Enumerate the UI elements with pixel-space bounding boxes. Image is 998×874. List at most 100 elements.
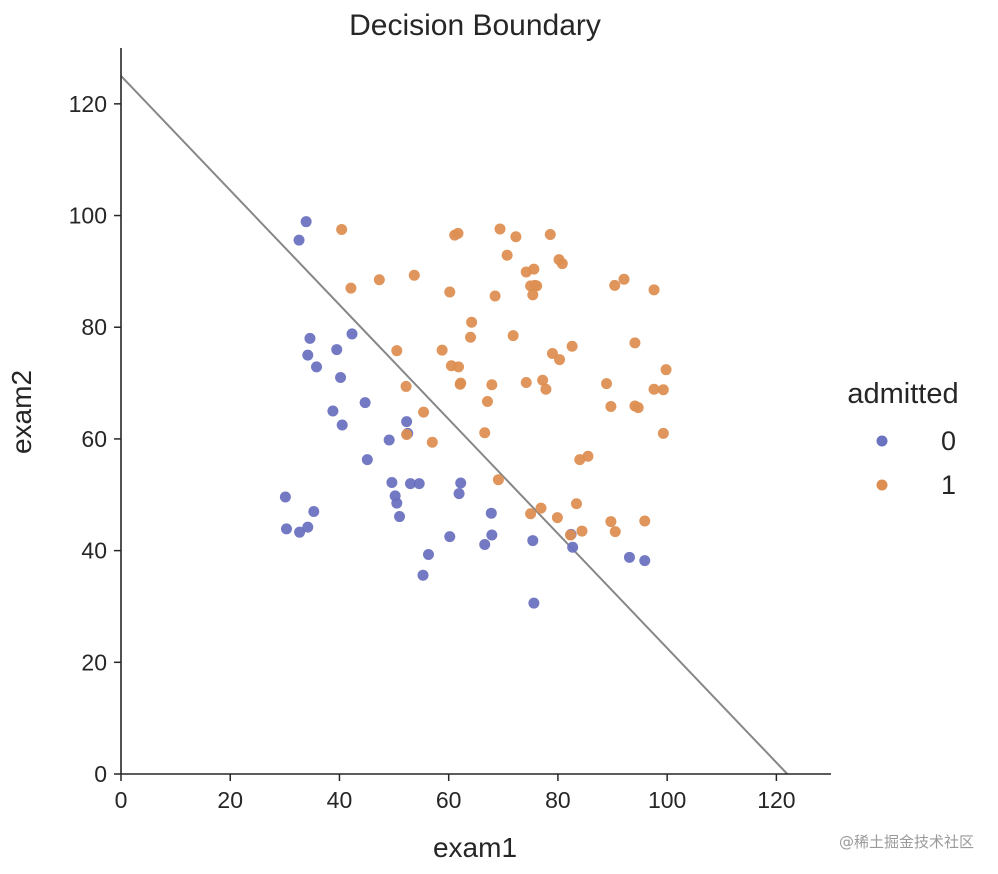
data-point-admitted-1 <box>609 526 621 538</box>
x-tick-label: 120 <box>757 787 795 813</box>
x-tick-label: 40 <box>327 787 353 813</box>
y-tick-label: 120 <box>69 91 107 117</box>
data-point-admitted-1 <box>401 428 413 440</box>
data-point-admitted-0 <box>455 477 467 489</box>
data-point-admitted-1 <box>648 383 660 395</box>
data-point-admitted-0 <box>422 549 434 561</box>
data-point-admitted-1 <box>391 345 403 357</box>
data-point-admitted-0 <box>331 344 343 356</box>
data-point-admitted-0 <box>308 506 320 518</box>
legend-title: admitted <box>847 378 958 410</box>
data-point-admitted-1 <box>525 508 537 520</box>
data-point-admitted-0 <box>346 328 358 340</box>
data-point-admitted-1 <box>566 340 578 352</box>
data-point-admitted-0 <box>389 490 401 502</box>
data-point-admitted-1 <box>486 379 498 391</box>
data-point-admitted-0 <box>623 551 635 563</box>
data-point-admitted-1 <box>551 512 563 524</box>
data-point-admitted-1 <box>657 384 669 396</box>
legend-label-0: 0 <box>941 426 956 456</box>
data-point-admitted-1 <box>648 284 660 296</box>
data-point-admitted-0 <box>311 361 323 373</box>
data-point-admitted-1 <box>537 374 549 386</box>
data-point-admitted-0 <box>302 521 314 533</box>
decision-boundary-line <box>120 75 789 775</box>
data-point-admitted-0 <box>527 535 539 547</box>
data-point-admitted-1 <box>556 258 568 270</box>
data-point-admitted-1 <box>609 279 621 291</box>
data-point-admitted-0 <box>335 371 347 383</box>
data-point-admitted-0 <box>453 488 465 500</box>
data-point-admitted-1 <box>492 474 504 486</box>
data-point-admitted-1 <box>632 402 644 414</box>
data-point-admitted-0 <box>413 478 425 490</box>
data-point-admitted-1 <box>452 227 464 239</box>
data-point-admitted-1 <box>554 354 566 366</box>
data-point-admitted-0 <box>401 416 413 428</box>
y-axis-title: exam2 <box>6 370 37 454</box>
legend: admitted 0 1 <box>847 378 958 500</box>
plot-area <box>120 75 789 775</box>
data-point-admitted-1 <box>527 289 539 301</box>
data-point-admitted-1 <box>570 498 582 510</box>
data-point-admitted-0 <box>304 332 316 344</box>
data-point-admitted-1 <box>535 502 547 514</box>
legend-marker-1 <box>876 479 888 491</box>
data-point-admitted-1 <box>540 383 552 395</box>
data-point-admitted-0 <box>359 397 371 409</box>
data-point-admitted-1 <box>507 330 519 342</box>
y-tick-label: 100 <box>69 203 107 229</box>
y-tick-label: 60 <box>81 426 107 452</box>
data-point-admitted-0 <box>567 541 579 553</box>
data-point-admitted-1 <box>544 229 556 241</box>
data-point-admitted-1 <box>444 286 456 298</box>
data-point-admitted-0 <box>383 434 395 446</box>
data-point-admitted-1 <box>454 378 466 390</box>
data-point-admitted-1 <box>494 223 506 235</box>
data-point-admitted-0 <box>444 531 456 543</box>
y-tick-label: 0 <box>94 761 107 787</box>
data-point-admitted-1 <box>481 396 493 408</box>
x-tick-label: 80 <box>545 787 571 813</box>
data-point-admitted-0 <box>404 478 416 490</box>
data-point-admitted-1 <box>373 274 385 286</box>
data-point-admitted-0 <box>327 405 339 417</box>
data-point-admitted-0 <box>639 555 651 567</box>
data-point-admitted-0 <box>361 454 373 466</box>
data-point-admitted-0 <box>336 419 348 431</box>
decision-boundary-layer <box>120 75 789 775</box>
data-point-admitted-1 <box>601 378 613 390</box>
data-point-admitted-1 <box>660 364 672 376</box>
data-point-admitted-1 <box>639 515 651 527</box>
data-point-admitted-1 <box>529 279 541 291</box>
data-point-admitted-1 <box>657 427 669 439</box>
data-point-admitted-1 <box>576 525 588 537</box>
y-tick-label: 80 <box>81 314 107 340</box>
data-point-admitted-1 <box>546 347 558 359</box>
x-axis-title: exam1 <box>433 832 517 863</box>
data-point-admitted-1 <box>605 516 617 528</box>
data-point-admitted-1 <box>336 224 348 235</box>
data-point-admitted-1 <box>466 316 478 328</box>
data-point-admitted-1 <box>501 249 513 261</box>
data-point-admitted-0 <box>280 523 292 535</box>
data-point-admitted-1 <box>618 273 630 285</box>
data-point-admitted-0 <box>300 216 312 228</box>
data-point-admitted-1 <box>436 344 448 356</box>
x-tick-label: 60 <box>436 787 462 813</box>
data-point-admitted-1 <box>520 377 532 389</box>
data-point-admitted-1 <box>345 282 357 294</box>
chart-title: Decision Boundary <box>349 9 601 42</box>
y-tick-label: 20 <box>81 649 107 675</box>
x-tick-label: 20 <box>217 787 243 813</box>
data-point-admitted-1 <box>445 360 457 372</box>
data-point-admitted-1 <box>400 380 412 392</box>
data-point-admitted-1 <box>465 331 477 343</box>
data-point-admitted-0 <box>279 491 291 503</box>
data-point-admitted-1 <box>426 436 438 448</box>
data-point-admitted-1 <box>479 427 491 439</box>
data-point-admitted-1 <box>510 231 522 243</box>
y-tick-label: 40 <box>81 538 107 564</box>
data-point-admitted-0 <box>479 538 491 550</box>
